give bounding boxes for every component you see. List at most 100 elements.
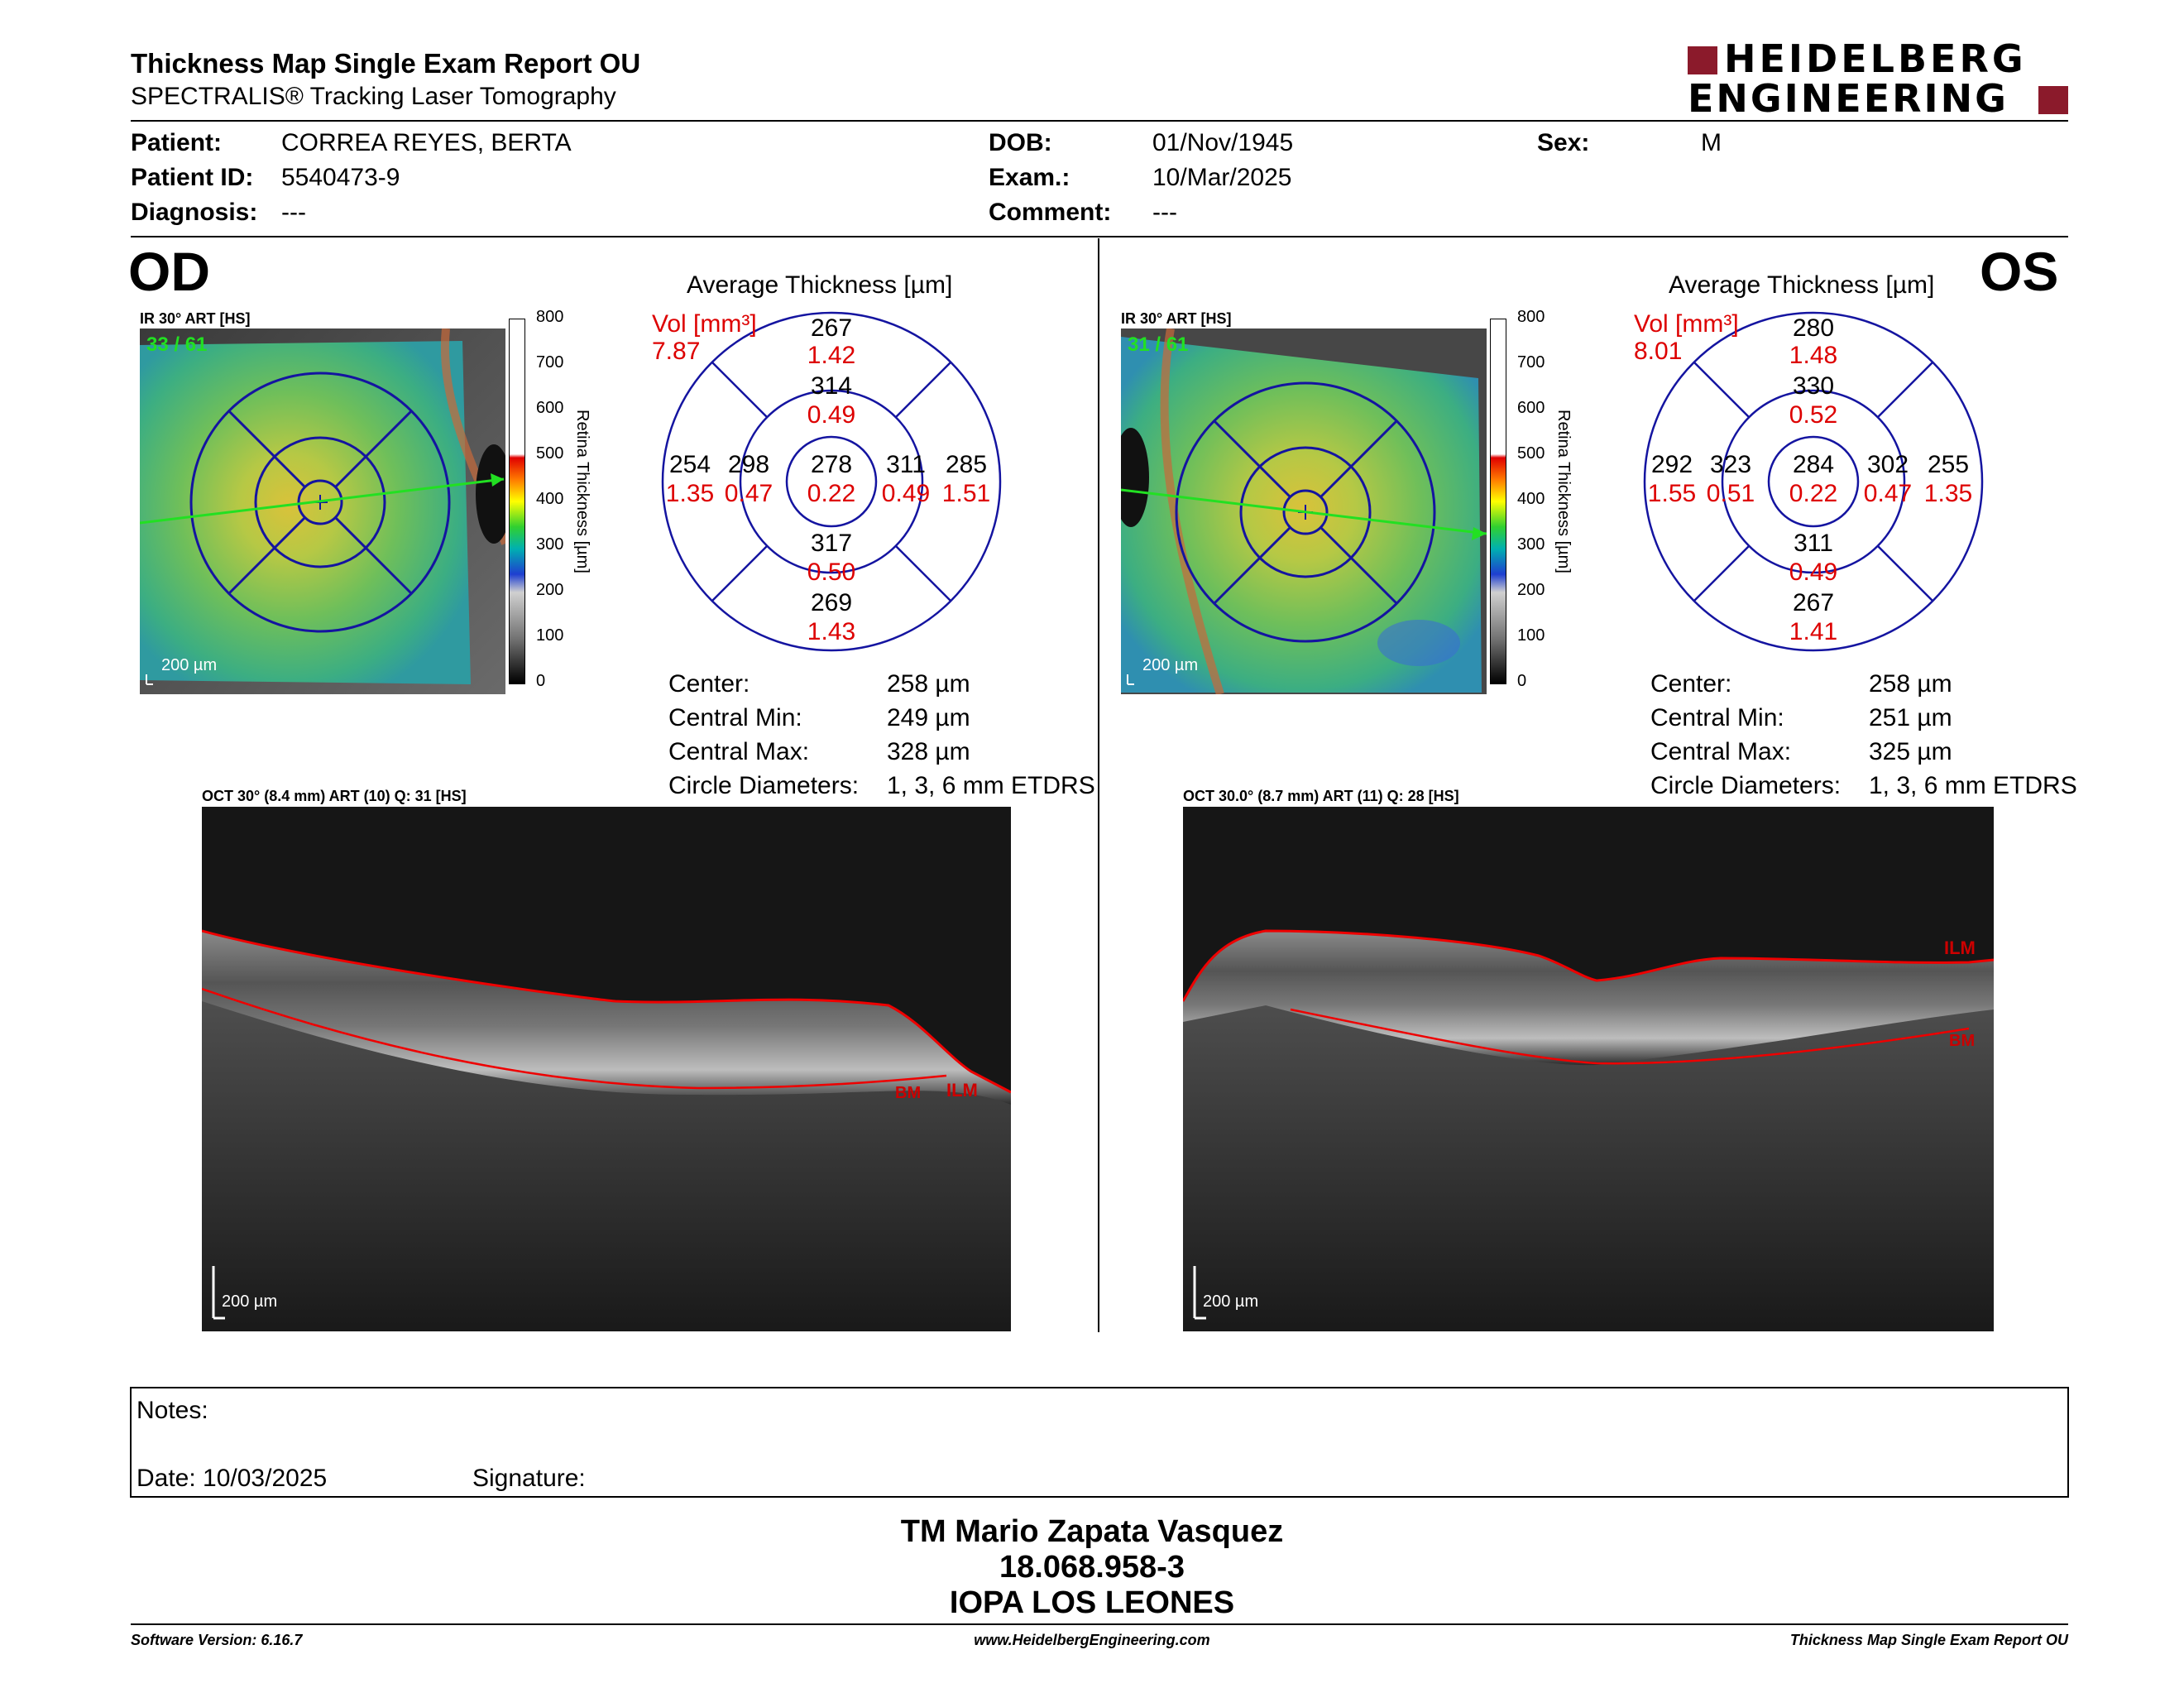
patient-id: 5540473-9 bbox=[281, 164, 400, 191]
os-colorbar-tick: 200 bbox=[1517, 581, 1545, 599]
signer-institution: IOPA LOS LEONES bbox=[949, 1585, 1235, 1620]
os-outer-superior-thickness: 280 bbox=[1792, 314, 1835, 342]
comment-label: Comment: bbox=[989, 199, 1112, 226]
od-colorbar-tick: 700 bbox=[536, 353, 564, 372]
os-colorbar-tick: 400 bbox=[1517, 490, 1545, 508]
patient-rule bbox=[131, 236, 2068, 237]
software-version: Software Version: 6.16.7 bbox=[131, 1632, 303, 1648]
os-inner-inferior-volume: 0.49 bbox=[1789, 559, 1838, 586]
os-inner-temporal-volume: 0.51 bbox=[1706, 480, 1755, 507]
od-ilm-label: ILM bbox=[946, 1080, 978, 1101]
comment-value: --- bbox=[1152, 199, 1177, 226]
os-colorbar-title: Retina Thickness [µm] bbox=[1554, 410, 1573, 573]
notes-box[interactable]: Notes: Date: 10/03/2025 Signature: bbox=[130, 1387, 2069, 1498]
footer-rule bbox=[131, 1623, 2068, 1625]
od-oct-label: OCT 30° (8.4 mm) ART (10) Q: 31 [HS] bbox=[202, 788, 467, 804]
od-avg-title: Average Thickness [µm] bbox=[687, 271, 953, 299]
od-scalebar-label: 200 µm bbox=[161, 656, 218, 674]
diagnosis-value: --- bbox=[281, 199, 306, 226]
od-stat-label: Center: bbox=[668, 670, 750, 698]
od-inner-nasal-thickness: 311 bbox=[886, 451, 926, 478]
os-colorbar-tick: 100 bbox=[1517, 626, 1545, 645]
os-stat-label: Central Max: bbox=[1650, 738, 1792, 765]
os-fundus-thickness-map: 31 / 61 200 µm bbox=[1113, 328, 1487, 696]
os-center-thickness: 284 bbox=[1792, 451, 1835, 478]
os-oct-label: OCT 30.0° (8.7 mm) ART (11) Q: 28 [HS] bbox=[1183, 788, 1459, 804]
od-outer-inferior-volume: 1.43 bbox=[807, 618, 856, 645]
od-stat-value: 249 µm bbox=[887, 704, 970, 731]
od-frame-count: 33 / 61 bbox=[146, 333, 208, 356]
report-title: Thickness Map Single Exam Report OU bbox=[131, 48, 641, 79]
os-stat-label: Central Min: bbox=[1650, 704, 1784, 731]
od-colorbar bbox=[509, 319, 527, 684]
od-colorbar-tick: 500 bbox=[536, 444, 564, 463]
od-oct-bscan: ILM BM 200 µm bbox=[201, 807, 1012, 1331]
od-fundus-thickness-map: 33 / 61 200 µm bbox=[139, 328, 512, 694]
os-inner-nasal-volume: 0.47 bbox=[1863, 480, 1913, 507]
os-colorbar-tick: 0 bbox=[1517, 672, 1527, 690]
diagnosis-label: Diagnosis: bbox=[131, 199, 258, 226]
eye-divider bbox=[1098, 238, 1099, 1332]
os-outer-inferior-thickness: 267 bbox=[1792, 589, 1835, 616]
od-vol-label: Vol [mm³] bbox=[652, 310, 757, 338]
od-colorbar-tick: 300 bbox=[536, 535, 564, 554]
os-oct-bscan: ILM BM 200 µm bbox=[1181, 807, 1995, 1331]
os-stat-value: 1, 3, 6 mm ETDRS bbox=[1869, 772, 2077, 799]
od-colorbar-title-wrap: Retina Thickness [µm] bbox=[573, 410, 593, 600]
od-vol-value: 7.87 bbox=[652, 338, 701, 365]
od-colorbar-tick: 200 bbox=[536, 581, 564, 599]
os-colorbar-tick: 700 bbox=[1517, 353, 1545, 372]
footer-report-name: Thickness Map Single Exam Report OU bbox=[1789, 1632, 2068, 1648]
os-vol-value: 8.01 bbox=[1634, 338, 1683, 365]
os-inner-inferior-thickness: 311 bbox=[1794, 530, 1833, 557]
os-ir-label: IR 30° ART [HS] bbox=[1121, 310, 1232, 327]
os-outer-temporal-volume: 1.55 bbox=[1647, 480, 1697, 507]
heidelberg-logo: HEIDELBERG ENGINEERING bbox=[1688, 40, 2076, 121]
os-stat-value: 325 µm bbox=[1869, 738, 1952, 765]
header-rule bbox=[131, 120, 2068, 122]
od-outer-nasal-volume: 1.51 bbox=[941, 480, 991, 507]
patient-label: Patient: bbox=[131, 129, 223, 156]
notes-label: Notes: bbox=[136, 1397, 208, 1424]
sex-value: M bbox=[1701, 129, 1722, 156]
os-inner-nasal-thickness: 302 bbox=[1866, 451, 1909, 478]
os-outer-inferior-volume: 1.41 bbox=[1789, 618, 1838, 645]
os-inner-superior-volume: 0.52 bbox=[1789, 401, 1838, 429]
os-etdrs-grid bbox=[1640, 308, 1987, 655]
report-subtitle: SPECTRALIS® Tracking Laser Tomography bbox=[131, 83, 616, 110]
os-colorbar-title-wrap: Retina Thickness [µm] bbox=[1554, 410, 1574, 600]
os-colorbar-tick: 300 bbox=[1517, 535, 1545, 554]
exam-label: Exam.: bbox=[989, 164, 1070, 191]
od-colorbar-tick: 600 bbox=[536, 399, 564, 417]
signer-name: TM Mario Zapata Vasquez bbox=[900, 1514, 1284, 1549]
od-ir-label: IR 30° ART [HS] bbox=[140, 310, 251, 327]
od-outer-temporal-volume: 1.35 bbox=[665, 480, 715, 507]
od-stat-label: Central Min: bbox=[668, 704, 802, 731]
os-colorbar-tick: 800 bbox=[1517, 308, 1545, 326]
os-outer-nasal-thickness: 255 bbox=[1927, 451, 1970, 478]
os-colorbar-tick: 500 bbox=[1517, 444, 1545, 463]
logo-text-engineering: ENGINEERING bbox=[1688, 76, 2009, 121]
website-link[interactable]: www.HeidelbergEngineering.com bbox=[974, 1632, 1210, 1648]
os-inner-temporal-thickness: 323 bbox=[1709, 451, 1752, 478]
od-outer-superior-thickness: 267 bbox=[810, 314, 853, 342]
od-center-volume: 0.22 bbox=[807, 480, 856, 507]
signature-label: Signature: bbox=[472, 1465, 586, 1492]
dob-label: DOB: bbox=[989, 129, 1052, 156]
od-colorbar-tick: 800 bbox=[536, 308, 564, 326]
od-outer-superior-volume: 1.42 bbox=[807, 342, 856, 369]
od-oct-scalebar-label: 200 µm bbox=[222, 1292, 278, 1311]
dob-value: 01/Nov/1945 bbox=[1152, 129, 1294, 156]
od-stat-label: Central Max: bbox=[668, 738, 810, 765]
os-bm-label: BM bbox=[1949, 1032, 1976, 1050]
os-stat-label: Center: bbox=[1650, 670, 1732, 698]
exam-date: 10/Mar/2025 bbox=[1152, 164, 1292, 191]
od-stat-value: 258 µm bbox=[887, 670, 970, 698]
od-outer-nasal-thickness: 285 bbox=[945, 451, 988, 478]
eye-label-od: OD bbox=[128, 241, 210, 302]
od-outer-temporal-thickness: 254 bbox=[668, 451, 711, 478]
od-colorbar-tick: 0 bbox=[536, 672, 546, 690]
os-outer-superior-volume: 1.48 bbox=[1789, 342, 1838, 369]
sex-label: Sex: bbox=[1537, 129, 1590, 156]
od-colorbar-tick: 400 bbox=[536, 490, 564, 508]
